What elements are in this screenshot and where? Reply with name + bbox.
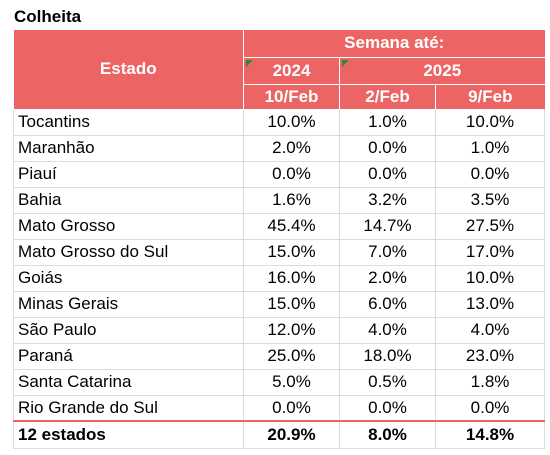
value-cell: 45.4% (243, 213, 340, 240)
estado-cell: Mato Grosso do Sul (13, 239, 244, 266)
header-year-2025: 2025 (339, 57, 545, 85)
estado-cell: Mato Grosso (13, 213, 244, 240)
value-cell: 0.0% (243, 395, 340, 422)
value-cell: 1.0% (339, 109, 436, 136)
header-year-2024: 2024 (243, 57, 340, 85)
estado-cell: Bahia (13, 187, 244, 214)
table-row: Mato Grosso do Sul 15.0% 7.0% 17.0% (13, 239, 546, 266)
table-row: Maranhão 2.0% 0.0% 1.0% (13, 135, 546, 162)
header-semana: Semana até: (243, 30, 545, 58)
value-cell: 23.0% (435, 343, 546, 370)
value-cell: 1.0% (435, 135, 546, 162)
value-cell: 0.0% (435, 395, 546, 422)
estado-cell: Tocantins (13, 109, 244, 136)
estado-cell: Santa Catarina (13, 369, 244, 396)
value-cell: 12.0% (243, 317, 340, 344)
value-cell: 0.5% (339, 369, 436, 396)
table-row: São Paulo 12.0% 4.0% 4.0% (13, 317, 546, 344)
table-row: Mato Grosso 45.4% 14.7% 27.5% (13, 213, 546, 240)
value-cell: 0.0% (339, 161, 436, 188)
value-cell: 1.8% (435, 369, 546, 396)
value-cell: 0.0% (243, 161, 340, 188)
table-row: Santa Catarina 5.0% 0.5% 1.8% (13, 369, 546, 396)
value-cell: 14.7% (339, 213, 436, 240)
value-cell: 3.2% (339, 187, 436, 214)
table-row: Bahia 1.6% 3.2% 3.5% (13, 187, 546, 214)
estado-cell: São Paulo (13, 317, 244, 344)
table-row: Tocantins 10.0% 1.0% 10.0% (13, 109, 546, 136)
value-cell: 5.0% (243, 369, 340, 396)
value-cell: 0.0% (435, 161, 546, 188)
estado-cell: Rio Grande do Sul (13, 395, 244, 422)
value-cell: 13.0% (435, 291, 546, 318)
table-row: Rio Grande do Sul 0.0% 0.0% 0.0% (13, 395, 546, 422)
value-cell: 0.0% (339, 395, 436, 422)
value-cell: 2.0% (243, 135, 340, 162)
value-cell: 1.6% (243, 187, 340, 214)
total-label: 12 estados (13, 420, 244, 449)
value-cell: 16.0% (243, 265, 340, 292)
value-cell: 10.0% (243, 109, 340, 136)
estado-cell: Goiás (13, 265, 244, 292)
estado-cell: Maranhão (13, 135, 244, 162)
total-row: 12 estados 20.9% 8.0% 14.8% (13, 420, 546, 449)
comment-flag-icon (342, 59, 349, 67)
value-cell: 4.0% (435, 317, 546, 344)
comment-flag-icon (246, 59, 253, 67)
value-cell: 2.0% (339, 265, 436, 292)
estado-cell: Piauí (13, 161, 244, 188)
header-date: 10/Feb (243, 84, 340, 109)
value-cell: 17.0% (435, 239, 546, 266)
total-value: 20.9% (243, 420, 340, 449)
table-title: Colheita (14, 7, 82, 26)
table-row: Minas Gerais 15.0% 6.0% 13.0% (13, 291, 546, 318)
value-cell: 25.0% (243, 343, 340, 370)
value-cell: 10.0% (435, 265, 546, 292)
value-cell: 10.0% (435, 109, 546, 136)
table-row: Piauí 0.0% 0.0% 0.0% (13, 161, 546, 188)
harvest-table: Estado Semana até: 2024 2025 10/Feb 2/Fe… (13, 30, 546, 449)
value-cell: 0.0% (339, 135, 436, 162)
estado-cell: Paraná (13, 343, 244, 370)
table-row: Paraná 25.0% 18.0% 23.0% (13, 343, 546, 370)
value-cell: 27.5% (435, 213, 546, 240)
estado-cell: Minas Gerais (13, 291, 244, 318)
header-date: 9/Feb (435, 84, 545, 109)
value-cell: 6.0% (339, 291, 436, 318)
total-value: 14.8% (435, 420, 546, 449)
value-cell: 4.0% (339, 317, 436, 344)
total-value: 8.0% (339, 420, 436, 449)
value-cell: 15.0% (243, 239, 340, 266)
header-estado: Estado (13, 30, 244, 110)
header-date: 2/Feb (339, 84, 436, 109)
table-row: Goiás 16.0% 2.0% 10.0% (13, 265, 546, 292)
value-cell: 7.0% (339, 239, 436, 266)
value-cell: 3.5% (435, 187, 546, 214)
value-cell: 15.0% (243, 291, 340, 318)
value-cell: 18.0% (339, 343, 436, 370)
